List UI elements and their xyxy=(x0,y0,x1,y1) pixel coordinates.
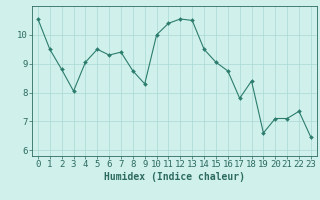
X-axis label: Humidex (Indice chaleur): Humidex (Indice chaleur) xyxy=(104,172,245,182)
